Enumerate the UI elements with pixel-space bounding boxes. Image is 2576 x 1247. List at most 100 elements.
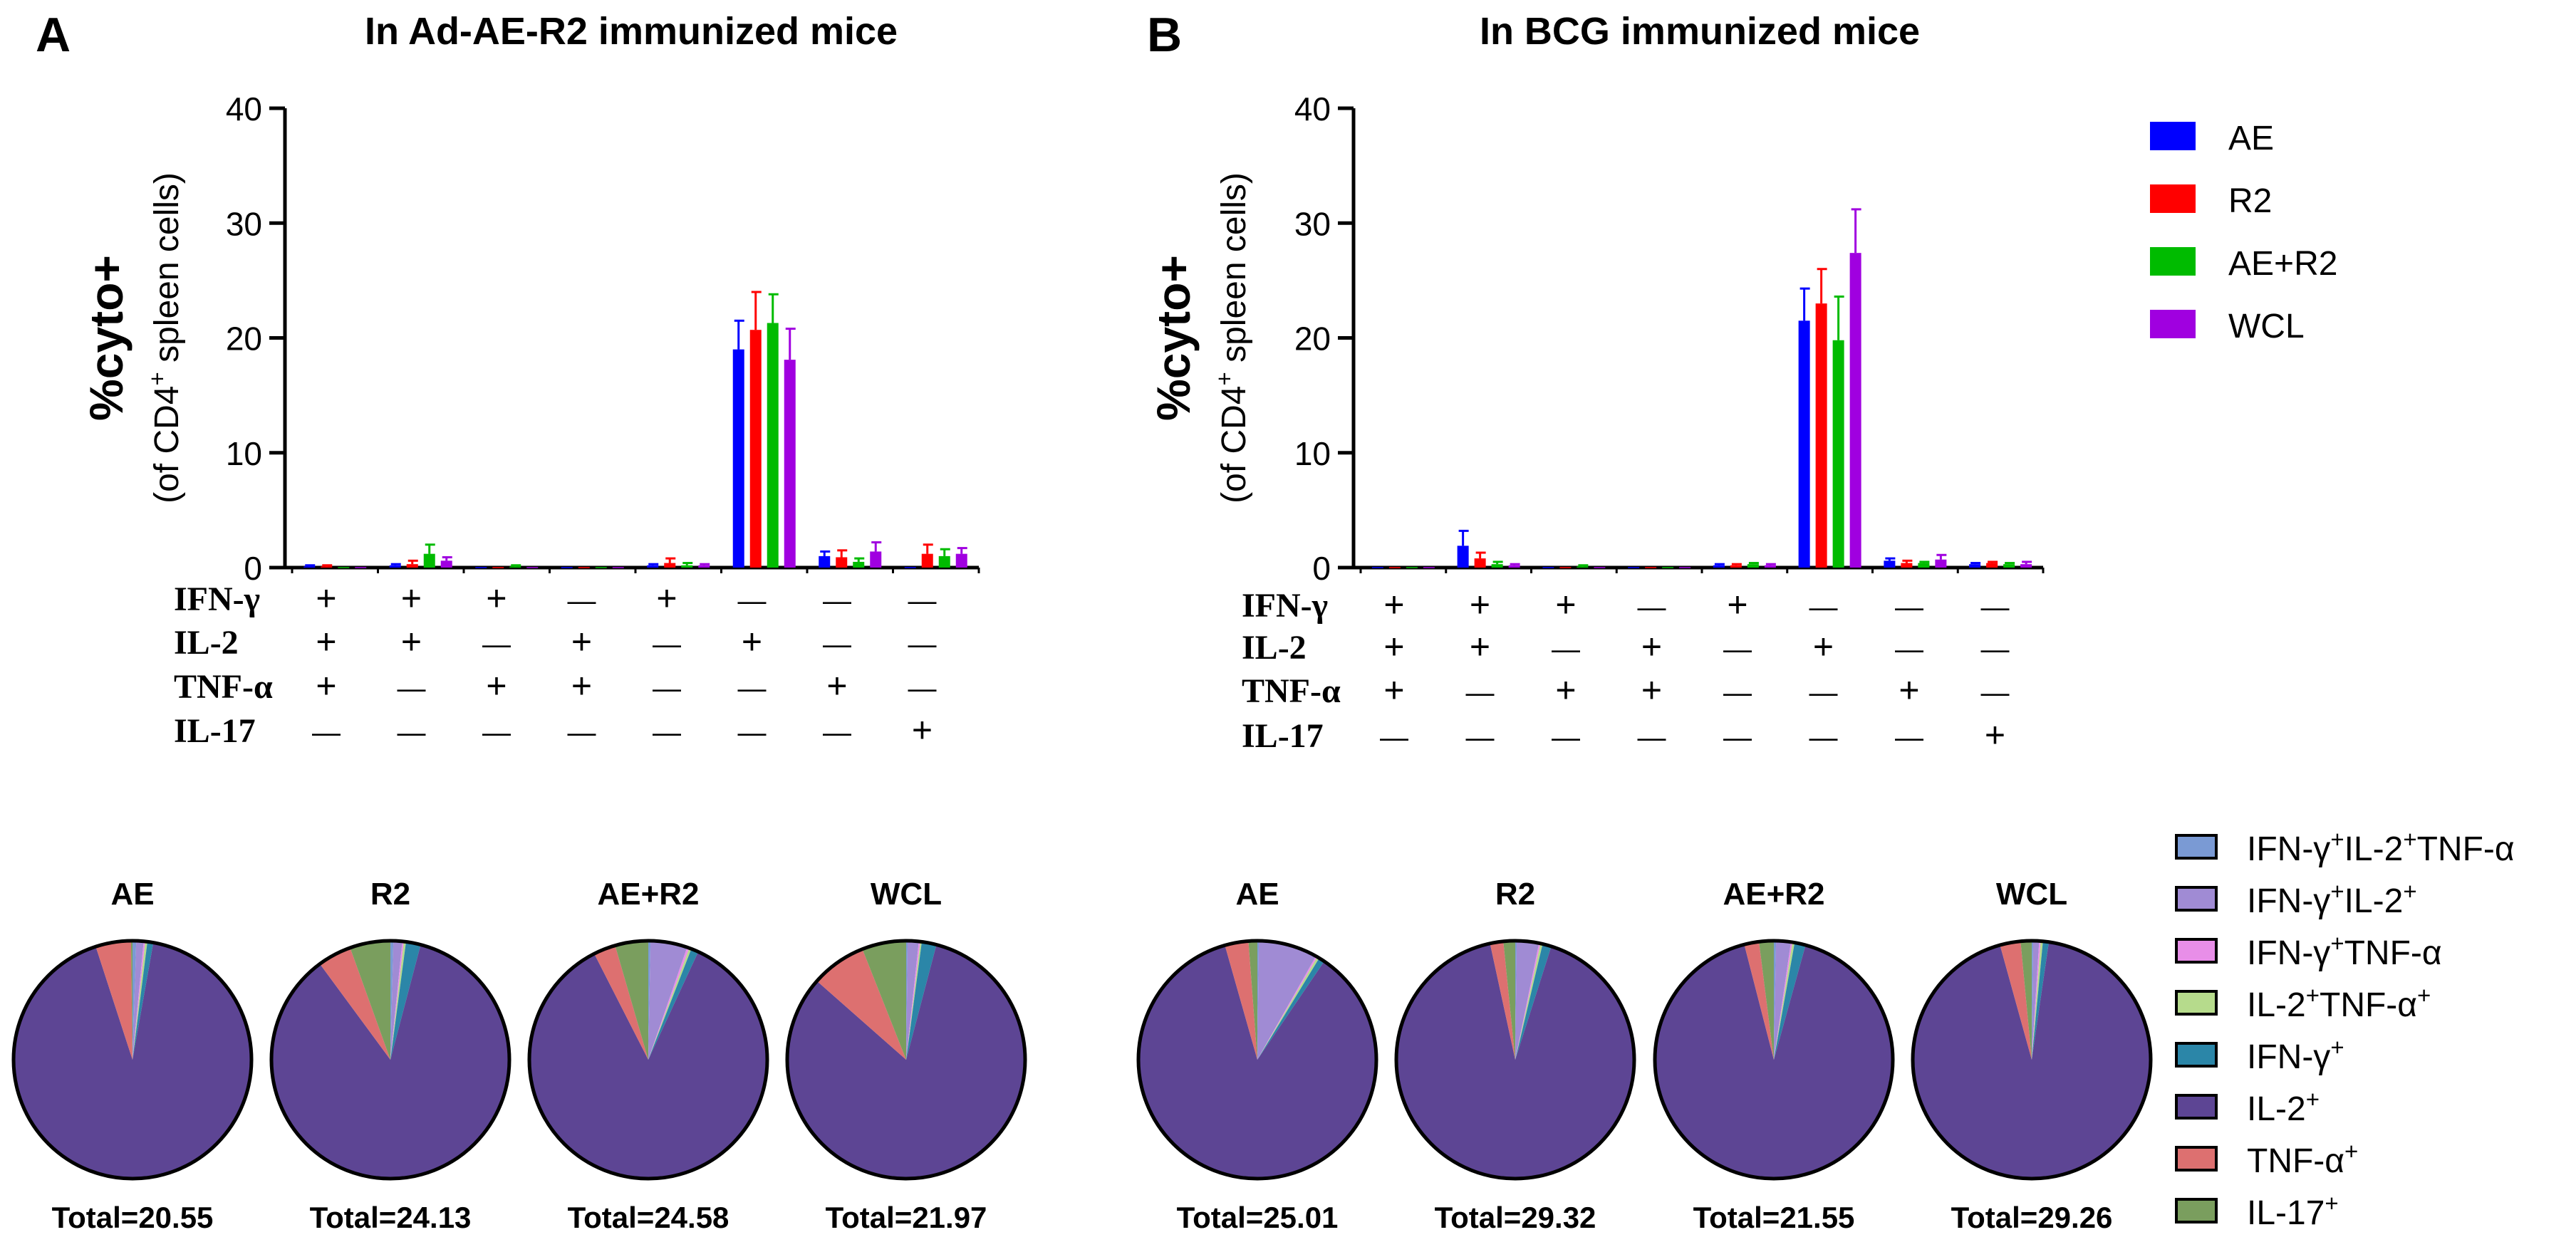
pie-legend-label: IFN-γ+IL-2+TNF-α [2247, 826, 2515, 869]
sign-minus: — [1809, 592, 1838, 623]
pie-title: AE+R2 [597, 877, 699, 912]
pie-outline [1911, 939, 2153, 1181]
superscript: + [2330, 826, 2344, 852]
pie-legend-swatch [2175, 1198, 2218, 1223]
sign-minus: — [738, 585, 767, 617]
bar-r2 [1901, 563, 1913, 568]
y-tick-label: 30 [1294, 205, 1331, 242]
pie-slice [816, 949, 906, 1060]
pie-slice [1138, 945, 1376, 1179]
text-span: spleen cells) [148, 172, 186, 372]
text-span: TNF-α [2417, 830, 2515, 868]
sign-minus: — [823, 629, 851, 660]
pie-b-aeplusr2: AE+R2 Total=21.55 [1653, 877, 1895, 1234]
bar-aeplusr2 [423, 553, 435, 568]
pie-total: Total=21.97 [826, 1201, 987, 1234]
pie-slice [648, 949, 699, 1060]
sign-plus: + [656, 578, 677, 618]
sign-plus: + [1383, 670, 1404, 710]
sign-plus: + [1641, 627, 1662, 667]
pie-slice [2032, 941, 2041, 1060]
bar-wcl [1849, 253, 1861, 568]
sign-plus: + [316, 666, 336, 706]
bar-wcl [1764, 565, 1776, 568]
bar-wcl [526, 567, 539, 568]
bar-aeplusr2 [1918, 563, 1930, 568]
sign-plus: + [1985, 715, 2005, 755]
bar-ae [647, 565, 659, 568]
pie-slice [648, 948, 692, 1060]
pie-legend-swatch [2175, 990, 2218, 1016]
pie-slice [1257, 956, 1319, 1060]
text-span: IL-2 [2247, 986, 2306, 1024]
pie-legend-label: IFN-γ+ [2247, 1034, 2344, 1077]
y-axis-sublabel: (of CD4+ spleen cells) [1211, 172, 1254, 504]
pie-slice [1774, 941, 1792, 1060]
y-tick-label: 0 [244, 550, 262, 587]
superscript: + [144, 372, 170, 385]
pie-title: WCL [1996, 877, 2067, 912]
bar-r2 [1388, 567, 1401, 568]
pie-slice [130, 941, 133, 1060]
pie-slice [648, 947, 690, 1060]
bar-ae [1457, 546, 1469, 568]
sign-minus: — [1723, 677, 1752, 709]
sign-minus: — [1981, 592, 2010, 623]
bar-ae [475, 567, 487, 568]
legend-swatch-aeplusr2 [2150, 247, 2196, 276]
panel-b-bar-chart: In BCG immunized mice%cyto+(of CD4+ sple… [1147, 10, 2045, 755]
bar-aeplusr2 [509, 566, 521, 568]
bar-wcl [355, 567, 367, 568]
bar-ae [389, 565, 401, 568]
pie-outline [11, 939, 254, 1181]
y-axis-sublabel: (of CD4+ spleen cells) [144, 172, 187, 504]
pie-slice [133, 941, 147, 1060]
text-span: IFN-γ [2247, 882, 2330, 920]
bar-r2 [1645, 567, 1657, 568]
pie-slice [906, 941, 937, 1060]
pie-slice [2020, 941, 2032, 1060]
sign-plus: + [1813, 627, 1834, 667]
pie-legend-swatch [2175, 886, 2218, 912]
bar-aeplusr2 [1491, 564, 1503, 568]
pie-slice [594, 945, 648, 1060]
bar-aeplusr2 [2003, 564, 2015, 568]
pie-outline [1136, 939, 1378, 1181]
pie-total: Total=29.26 [1951, 1201, 2113, 1234]
pie-slice [1503, 941, 1515, 1060]
sign-plus: + [401, 622, 422, 662]
sign-minus: — [568, 585, 596, 617]
pie-outline [785, 939, 1027, 1181]
text-span: IFN-γ [2247, 830, 2330, 868]
sign-plus: + [316, 622, 336, 662]
pie-title: AE [110, 877, 154, 912]
sign-minus: — [1638, 722, 1666, 753]
pie-slice [1744, 941, 1774, 1060]
bar-r2 [321, 566, 333, 568]
pie-slice [2032, 941, 2034, 1060]
text-span: (of CD4 [148, 386, 186, 504]
sign-minus: — [1809, 722, 1838, 753]
bar-ae [1798, 320, 1810, 568]
pie-slice [95, 941, 133, 1060]
bar-aeplusr2 [595, 567, 607, 568]
sign-minus: — [908, 585, 937, 617]
legend-swatch-r2 [2150, 184, 2196, 213]
bar-wcl [1594, 567, 1606, 568]
pie-title: AE [1235, 877, 1279, 912]
pie-title: WCL [871, 877, 942, 912]
pie-total: Total=29.32 [1435, 1201, 1596, 1234]
bar-r2 [836, 557, 848, 568]
pie-slice [1655, 944, 1893, 1179]
pie-legend: IFN-γ+IL-2+TNF-αIFN-γ+IL-2+IFN-γ+TNF-αIL… [2175, 826, 2515, 1232]
bar-r2 [1730, 565, 1742, 568]
bar-aeplusr2 [1406, 567, 1418, 568]
sign-minus: — [398, 673, 426, 704]
sign-minus: — [653, 717, 681, 748]
row-label: IFN-γ [174, 580, 260, 618]
superscript: + [2330, 930, 2344, 956]
pie-slice [133, 941, 144, 1060]
pie-slice [350, 941, 390, 1060]
bar-ae [819, 555, 831, 568]
